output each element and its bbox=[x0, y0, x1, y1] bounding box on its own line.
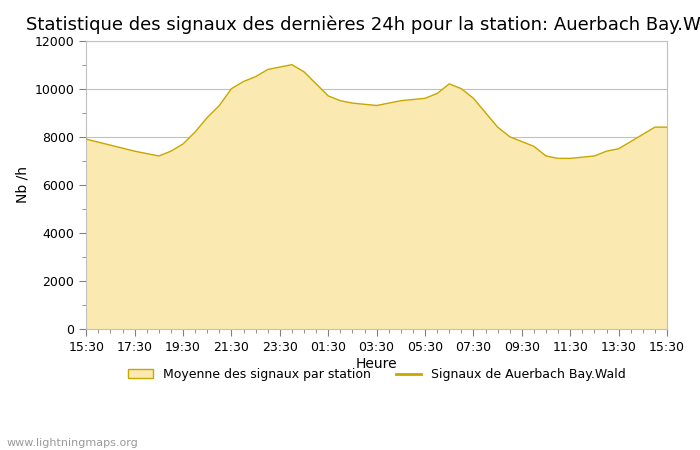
Title: Statistique des signaux des dernières 24h pour la station: Auerbach Bay.Wald: Statistique des signaux des dernières 24… bbox=[26, 15, 700, 33]
Legend: Moyenne des signaux par station, Signaux de Auerbach Bay.Wald: Moyenne des signaux par station, Signaux… bbox=[122, 363, 631, 386]
X-axis label: Heure: Heure bbox=[356, 356, 398, 371]
Y-axis label: Nb /h: Nb /h bbox=[15, 166, 29, 203]
Text: www.lightningmaps.org: www.lightningmaps.org bbox=[7, 437, 139, 447]
